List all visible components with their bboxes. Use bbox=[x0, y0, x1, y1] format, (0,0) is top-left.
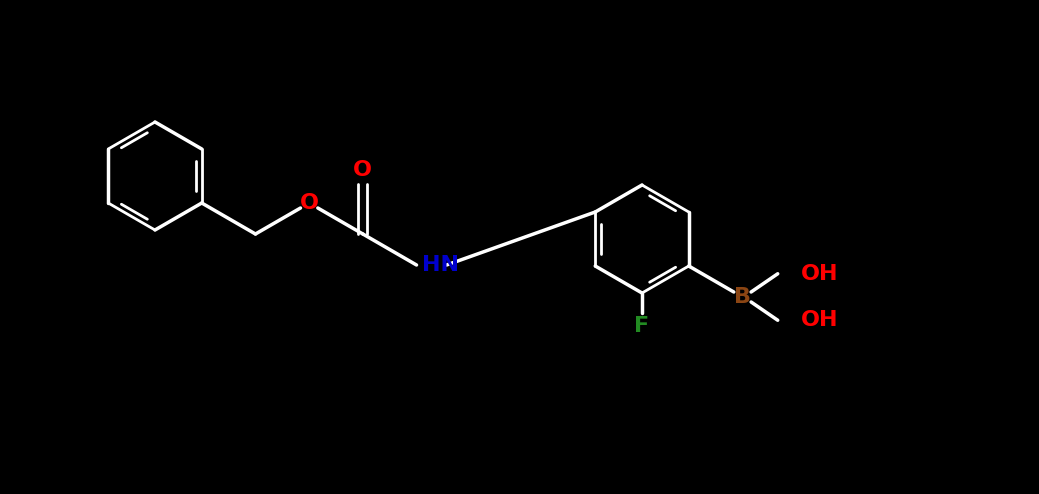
Text: OH: OH bbox=[801, 264, 838, 284]
Text: O: O bbox=[299, 193, 319, 213]
Text: F: F bbox=[635, 316, 649, 336]
Text: OH: OH bbox=[801, 310, 838, 330]
Text: B: B bbox=[734, 287, 751, 307]
Text: O: O bbox=[353, 160, 372, 180]
Text: HN: HN bbox=[422, 255, 458, 275]
